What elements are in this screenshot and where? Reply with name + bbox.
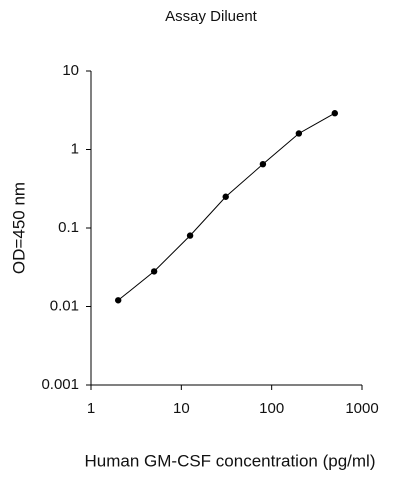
y-tick-label: 0.01 <box>50 297 79 314</box>
x-axis-label: Human GM-CSF concentration (pg/ml) <box>85 451 376 470</box>
y-tick-label: 1 <box>71 140 79 157</box>
data-line <box>117 112 336 301</box>
x-tick-label: 10 <box>173 400 190 417</box>
data-point <box>186 232 194 239</box>
x-tick-label: 100 <box>259 400 284 417</box>
x-tick-label: 1000 <box>345 400 378 417</box>
y-tick-label: 0.001 <box>41 376 79 393</box>
y-axis-label: OD=450 nm <box>9 182 28 274</box>
y-tick-label: 10 <box>62 62 79 79</box>
data-point <box>114 297 122 304</box>
data-point <box>295 130 303 137</box>
data-point <box>259 160 267 168</box>
data-point <box>331 110 339 117</box>
y-tick-label: 0.1 <box>58 219 79 236</box>
data-point <box>222 193 229 200</box>
chart-title: Assay Diluent <box>165 8 258 25</box>
data-point <box>150 268 158 275</box>
x-tick-label: 1 <box>87 400 95 417</box>
